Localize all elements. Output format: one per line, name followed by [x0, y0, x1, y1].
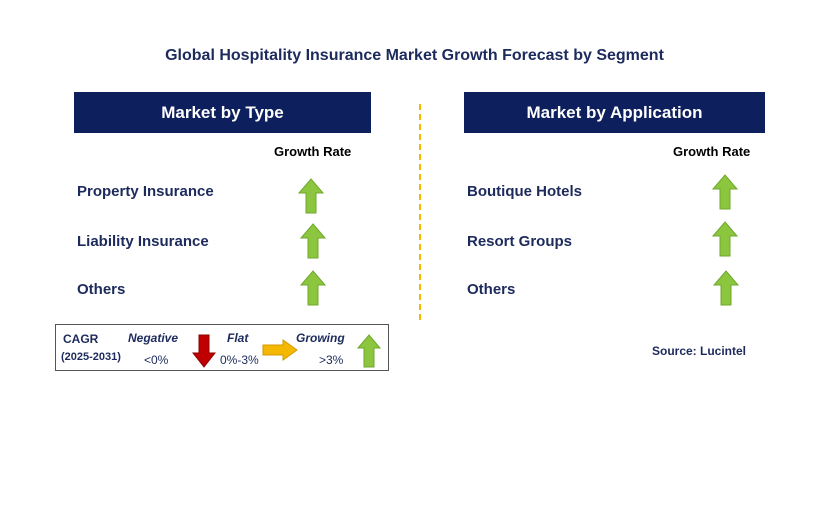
application-row-label-1: Boutique Hotels: [467, 183, 582, 200]
diagram-title: Global Hospitality Insurance Market Grow…: [165, 47, 664, 64]
type-panel-header: Market by Type: [74, 92, 371, 133]
legend-flat-range: 0%-3%: [220, 353, 259, 367]
legend-growing-label: Growing: [296, 331, 345, 345]
legend-cagr-label: CAGR: [63, 332, 99, 346]
application-growth-rate-label: Growth Rate: [673, 144, 751, 159]
up-arrow-icon: [357, 334, 381, 368]
legend-period: (2025-2031): [61, 351, 121, 363]
right-arrow-icon: [262, 339, 298, 361]
source-label: Source: Lucintel: [652, 344, 747, 358]
panel-divider: [419, 104, 421, 320]
application-panel-header-text: Market by Application: [526, 102, 703, 122]
up-arrow-icon: [713, 270, 739, 306]
down-arrow-icon: [192, 334, 216, 368]
up-arrow-icon: [300, 223, 326, 259]
up-arrow-icon: [300, 270, 326, 306]
type-panel-header-text: Market by Type: [161, 102, 284, 122]
type-row-label-1: Property Insurance: [77, 183, 214, 200]
legend-flat-label: Flat: [227, 331, 249, 345]
legend-growing-range: >3%: [319, 353, 344, 367]
type-row-label-3: Others: [77, 281, 126, 298]
type-growth-rate-label: Growth Rate: [274, 144, 352, 159]
application-panel-header: Market by Application: [464, 92, 765, 133]
legend-negative-label: Negative: [128, 331, 179, 345]
legend-negative-range: <0%: [144, 353, 169, 367]
type-row-label-2: Liability Insurance: [77, 233, 209, 250]
cagr-legend: CAGR (2025-2031) Negative <0% Flat 0%-3%…: [55, 324, 389, 371]
application-row-label-3: Others: [467, 281, 516, 298]
up-arrow-icon: [298, 178, 324, 214]
application-row-label-2: Resort Groups: [467, 233, 573, 250]
up-arrow-icon: [712, 174, 738, 210]
up-arrow-icon: [712, 221, 738, 257]
